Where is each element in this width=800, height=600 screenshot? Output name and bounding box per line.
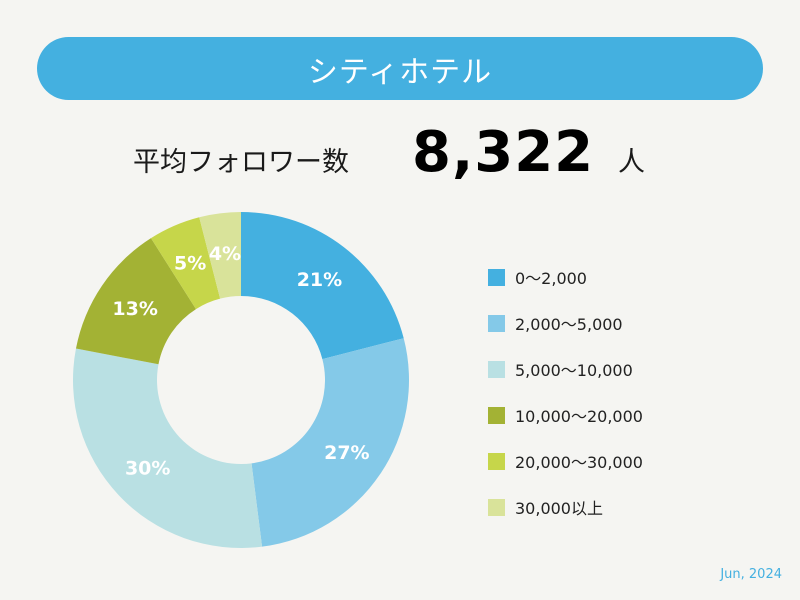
stat-label: 平均フォロワー数 [133, 147, 349, 178]
legend-item: 20,000〜30,000 [488, 438, 643, 484]
stat-value: 8,322 [412, 120, 595, 185]
donut-slice [199, 212, 241, 299]
donut-slice [241, 212, 404, 360]
slice-data-label: 5% [174, 253, 206, 275]
legend-label: 30,000以上 [515, 499, 603, 518]
legend-label: 20,000〜30,000 [515, 453, 643, 472]
legend-swatch [488, 360, 505, 378]
legend-label: 0〜2,000 [515, 269, 587, 288]
legend-label: 5,000〜10,000 [515, 361, 633, 380]
average-followers-stat: 平均フォロワー数 8,322 人 [0, 118, 800, 188]
chart-legend: 0〜2,000 2,000〜5,000 5,000〜10,000 10,000〜20,… [488, 254, 643, 530]
legend-item: 10,000〜20,000 [488, 392, 643, 438]
legend-swatch [488, 406, 505, 424]
donut-slice [75, 238, 196, 365]
slice-data-label: 4% [209, 243, 241, 265]
legend-label: 10,000〜20,000 [515, 407, 643, 426]
legend-swatch [488, 498, 505, 516]
legend-item: 2,000〜5,000 [488, 300, 643, 346]
donut-slice [150, 217, 221, 310]
header-banner: シティホテル [37, 37, 763, 100]
stat-unit: 人 [618, 147, 645, 178]
donut-slice [251, 338, 410, 547]
legend-item: 0〜2,000 [488, 254, 643, 300]
legend-swatch [488, 314, 505, 332]
donut-slice [72, 348, 263, 548]
footer-date: Jun, 2024 [720, 567, 782, 582]
legend-label: 2,000〜5,000 [515, 315, 623, 334]
legend-item: 5,000〜10,000 [488, 346, 643, 392]
slice-data-label: 30% [125, 458, 170, 480]
legend-swatch [488, 452, 505, 470]
legend-item: 30,000以上 [488, 484, 643, 530]
slice-data-label: 21% [297, 269, 342, 291]
legend-swatch [488, 268, 505, 286]
page-title: シティホテル [307, 54, 493, 90]
slice-data-label: 27% [324, 442, 369, 464]
slice-data-label: 13% [112, 298, 157, 320]
